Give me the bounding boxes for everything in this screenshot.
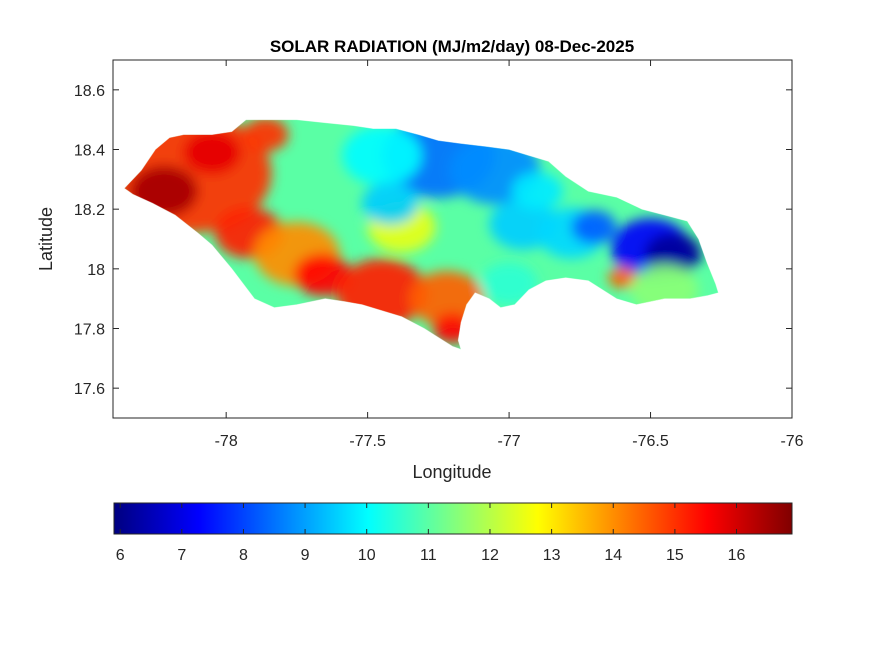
colorbar-tick-label: 8 bbox=[239, 547, 248, 564]
radiation-value-cell bbox=[644, 232, 702, 276]
colorbar-ticks: 6 7 8 9 10 11 12 13 14 15 16 bbox=[116, 503, 746, 564]
colorbar-tick-label: 13 bbox=[543, 547, 561, 564]
colorbar-tick-label: 16 bbox=[728, 547, 746, 564]
radiation-value-cell bbox=[511, 172, 563, 211]
colorbar-tick-label: 12 bbox=[481, 547, 499, 564]
y-tick-label: 18.6 bbox=[74, 83, 105, 100]
y-axis-ticks: 17.6 17.8 18 18.2 18.4 18.6 bbox=[74, 83, 792, 398]
radiation-value-cell bbox=[294, 253, 351, 297]
x-tick-label: -78 bbox=[215, 433, 238, 450]
colorbar-tick-label: 9 bbox=[301, 547, 310, 564]
y-tick-label: 18 bbox=[87, 262, 105, 279]
radiation-value-cell bbox=[342, 125, 422, 186]
y-tick-label: 17.8 bbox=[74, 322, 105, 339]
colorbar-tick-label: 15 bbox=[666, 547, 684, 564]
chart-title: SOLAR RADIATION (MJ/m2/day) 08-Dec-2025 bbox=[270, 37, 634, 56]
y-axis-label: Latitude bbox=[36, 207, 56, 271]
radiation-value-cell bbox=[571, 210, 617, 245]
radiation-value-cell bbox=[361, 181, 419, 225]
radiation-value-cell bbox=[243, 119, 289, 152]
y-tick-label: 18.4 bbox=[74, 143, 105, 160]
x-axis-ticks: -78 -77.5 -77 -76.5 -76 bbox=[215, 60, 804, 450]
x-axis-label: Longitude bbox=[412, 462, 491, 482]
colorbar bbox=[113, 502, 793, 535]
x-tick-label: -77 bbox=[498, 433, 521, 450]
colorbar-tick-label: 14 bbox=[604, 547, 622, 564]
colorbar-tick-label: 7 bbox=[177, 547, 186, 564]
colorbar-tick-label: 10 bbox=[358, 547, 376, 564]
x-tick-label: -76.5 bbox=[632, 433, 669, 450]
y-tick-label: 17.6 bbox=[74, 381, 105, 398]
radiation-value-cell bbox=[480, 262, 538, 305]
colorbar-tick-label: 6 bbox=[116, 547, 125, 564]
y-tick-label: 18.2 bbox=[74, 202, 105, 219]
radiation-value-cell bbox=[183, 131, 241, 174]
island-outline bbox=[123, 119, 719, 351]
x-tick-label: -76 bbox=[780, 433, 803, 450]
radiation-value-cell bbox=[608, 267, 637, 289]
x-tick-label: -77.5 bbox=[349, 433, 386, 450]
colorbar-tick-label: 11 bbox=[420, 547, 437, 564]
